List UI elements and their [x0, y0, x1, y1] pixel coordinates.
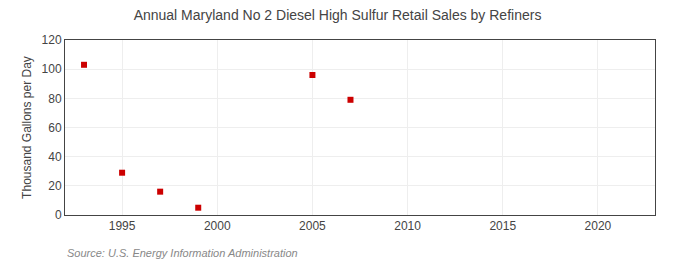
svg-text:2000: 2000: [204, 219, 231, 233]
svg-text:100: 100: [42, 62, 62, 76]
svg-text:1995: 1995: [109, 219, 136, 233]
svg-text:40: 40: [48, 150, 62, 164]
svg-text:2015: 2015: [489, 219, 516, 233]
svg-text:2010: 2010: [394, 219, 421, 233]
svg-text:20: 20: [48, 179, 62, 193]
svg-text:120: 120: [42, 33, 62, 47]
svg-text:Annual Maryland No 2 Diesel Hi: Annual Maryland No 2 Diesel High Sulfur …: [134, 7, 542, 23]
svg-text:0: 0: [55, 208, 62, 222]
svg-text:2005: 2005: [299, 219, 326, 233]
svg-text:80: 80: [48, 92, 62, 106]
svg-text:Source: U.S. Energy Informatio: Source: U.S. Energy Information Administ…: [67, 247, 298, 259]
svg-text:60: 60: [48, 121, 62, 135]
svg-text:Thousand Gallons per Day: Thousand Gallons per Day: [20, 56, 34, 199]
svg-text:2020: 2020: [585, 219, 612, 233]
